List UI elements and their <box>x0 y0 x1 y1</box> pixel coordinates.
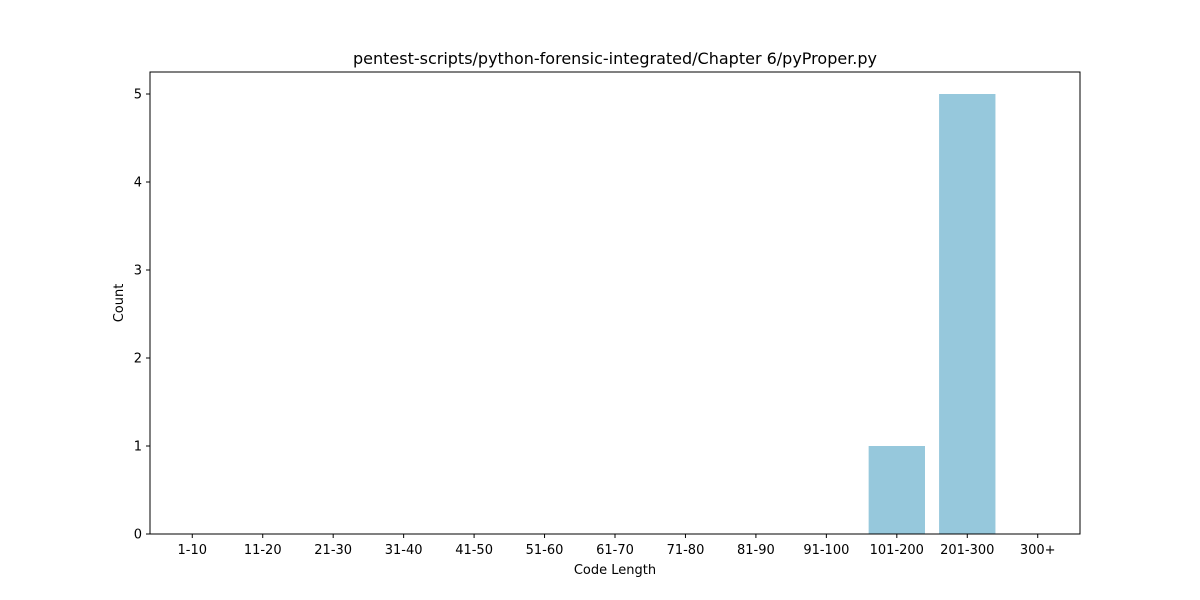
x-tick-label: 31-40 <box>385 543 423 558</box>
bars-group <box>868 94 996 534</box>
y-axis: 0 1 2 3 4 5 <box>134 88 150 543</box>
x-tick-label: 300+ <box>1020 543 1056 558</box>
bar-101-200 <box>868 446 925 534</box>
x-axis: 1-10 11-20 21-30 31-40 41-50 51-60 61-70 71-80 8… <box>178 534 1056 558</box>
y-tick-label: 0 <box>134 528 142 543</box>
x-axis-label: Code Length <box>574 563 656 578</box>
y-tick-label: 5 <box>134 88 142 103</box>
x-tick-label: 101-200 <box>870 543 924 558</box>
x-tick-label: 21-30 <box>314 543 352 558</box>
y-tick-label: 4 <box>134 176 142 191</box>
y-axis-label: Count <box>112 284 127 323</box>
x-tick-label: 201-300 <box>940 543 994 558</box>
x-tick-label: 11-20 <box>244 543 282 558</box>
x-tick-label: 51-60 <box>526 543 564 558</box>
chart-title: pentest-scripts/python-forensic-integrat… <box>353 49 877 68</box>
x-tick-label: 1-10 <box>178 543 208 558</box>
bar-201-300 <box>939 94 996 534</box>
x-tick-label: 71-80 <box>667 543 705 558</box>
y-tick-label: 2 <box>134 352 142 367</box>
x-tick-label: 81-90 <box>737 543 775 558</box>
y-tick-label: 3 <box>134 264 142 279</box>
x-tick-label: 61-70 <box>596 543 634 558</box>
y-tick-label: 1 <box>134 440 142 455</box>
x-tick-label: 41-50 <box>455 543 493 558</box>
x-tick-label: 91-100 <box>803 543 849 558</box>
